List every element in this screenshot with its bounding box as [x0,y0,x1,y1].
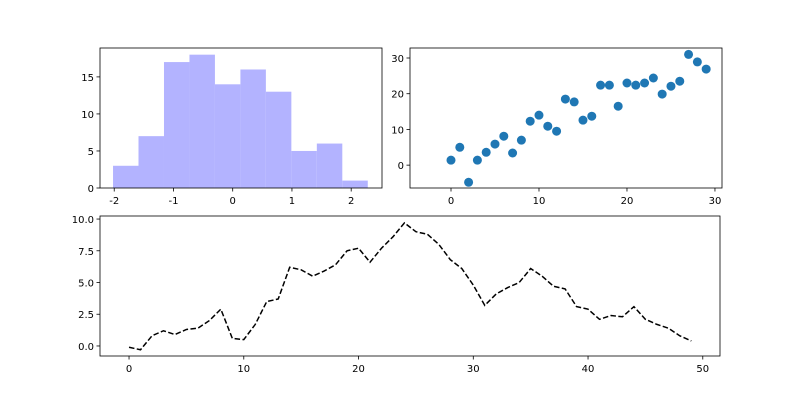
bar [138,136,164,188]
y-tick-label: 0.0 [78,342,94,353]
bar [189,54,215,188]
point [552,126,562,136]
point [684,49,694,59]
point [622,78,632,88]
point [675,76,685,86]
point [560,94,570,104]
point [596,80,606,90]
point [508,148,518,158]
bar [342,180,368,188]
point [525,116,535,126]
point [648,73,658,83]
bar [291,150,317,188]
x-tick-label: 40 [582,364,595,375]
point [490,139,500,149]
point [446,155,456,165]
x-tick-label: 10 [237,364,250,375]
axes-frame [99,215,721,357]
y-tick-label: 5.0 [78,279,94,290]
point [692,57,702,67]
y-tick-label: 30 [391,54,404,65]
point [481,147,491,157]
point [472,155,482,165]
y-tick-label: 5 [88,147,94,158]
line [128,221,692,351]
bar [113,165,139,188]
x-tick-label: -1 [168,196,178,207]
y-tick-label: 0 [398,161,404,172]
x-tick-label: 1 [289,196,295,207]
x-tick-label: 30 [467,364,480,375]
axes-frame [409,47,723,189]
point [516,135,526,145]
y-tick-label: 15 [81,73,94,84]
point [604,80,614,90]
y-tick-label: 2.5 [78,310,94,321]
y-tick-label: 7.5 [78,247,94,258]
x-tick-label: 2 [348,196,354,207]
point [666,81,676,91]
point [587,111,597,121]
y-tick-label: 10.0 [72,215,94,226]
x-tick-label: 0 [448,196,454,207]
point [464,177,474,187]
y-tick-label: 20 [391,90,404,101]
x-tick-label: 0 [230,196,236,207]
point [640,78,650,88]
point [534,110,544,120]
x-tick-label: 20 [352,364,365,375]
bar [316,143,343,188]
x-tick-label: 50 [696,364,709,375]
point [543,121,553,131]
y-tick-label: 10 [81,110,94,121]
point [499,131,509,141]
point [657,89,667,99]
bar [240,69,266,188]
point [569,97,579,107]
x-tick-label: -2 [109,196,119,207]
point [701,64,711,74]
y-tick-label: 10 [391,125,404,136]
point [631,80,641,90]
x-tick-label: 10 [533,196,546,207]
x-tick-label: 20 [621,196,634,207]
x-tick-label: 0 [126,364,132,375]
y-tick-label: 0 [88,184,94,195]
bar [214,84,241,188]
bar [163,62,190,188]
point [578,115,588,125]
bar [265,91,292,188]
point [455,142,465,152]
x-tick-label: 30 [709,196,722,207]
axes-frame [99,47,383,189]
point [613,101,623,111]
